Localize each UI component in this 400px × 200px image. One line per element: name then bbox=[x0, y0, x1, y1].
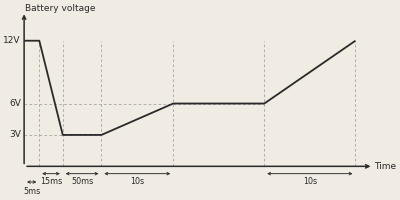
Text: 15ms: 15ms bbox=[40, 177, 62, 186]
Text: 3V: 3V bbox=[9, 130, 21, 139]
Text: 6V: 6V bbox=[9, 99, 21, 108]
Text: 50ms: 50ms bbox=[71, 177, 93, 186]
Text: 10s: 10s bbox=[130, 177, 144, 186]
Text: Time: Time bbox=[374, 162, 396, 171]
Text: 5ms: 5ms bbox=[23, 187, 40, 196]
Text: 10s: 10s bbox=[303, 177, 317, 186]
Text: 12V: 12V bbox=[3, 36, 21, 45]
Text: Battery voltage: Battery voltage bbox=[25, 4, 95, 13]
